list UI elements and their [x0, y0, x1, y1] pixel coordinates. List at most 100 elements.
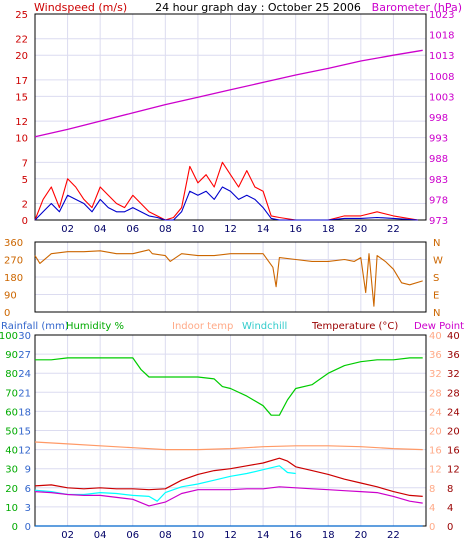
x-tick-label: 02 — [61, 224, 74, 235]
average-windspeed-line — [34, 186, 418, 221]
rainfall-tick-label: 9 — [25, 465, 31, 476]
temperature-tick-label: 8 — [447, 484, 453, 495]
x-tick-label: 14 — [257, 530, 270, 541]
windspeed-tick-label: 25 — [15, 10, 28, 21]
x-tick-label: 02 — [61, 530, 74, 541]
x-tick-label: 14 — [257, 224, 270, 235]
compass-tick-label: E — [433, 291, 439, 302]
humidity-tick-label: 10 — [5, 503, 18, 514]
windspeed-tick-label: 10 — [15, 134, 28, 145]
humidity-tick-label: 100 — [0, 331, 18, 342]
indoor-temp-tick-label: 36 — [429, 350, 442, 361]
humidity-tick-label: 70 — [5, 388, 18, 399]
temperature-line — [34, 457, 423, 497]
barometer-line — [34, 49, 423, 138]
compass-tick-label: N — [433, 238, 440, 249]
compass-tick-label: S — [433, 273, 439, 284]
barometer-tick-label: 973 — [429, 216, 448, 227]
windspeed-tick-label: 0 — [22, 216, 28, 227]
windspeed-tick-label: 20 — [15, 51, 28, 62]
x-tick-label: 16 — [289, 224, 302, 235]
x-tick-label: 10 — [192, 530, 205, 541]
rainfall-tick-label: 15 — [18, 427, 31, 438]
temperature-tick-label: 12 — [447, 465, 460, 476]
rainfall-axis-label: Rainfall (mm) — [1, 321, 69, 332]
windspeed-tick-label: 7 — [22, 158, 28, 169]
temperature-tick-label: 32 — [447, 369, 460, 380]
barometer-tick-label: 1013 — [429, 51, 454, 62]
x-tick-label: 18 — [322, 224, 335, 235]
windspeed-tick-label: 5 — [22, 175, 28, 186]
barometer-tick-label: 988 — [429, 154, 448, 165]
barometer-axis-label: Barometer (hPa) — [372, 1, 462, 14]
indoor-temp-line — [34, 441, 423, 451]
indoor-temp-tick-label: 24 — [429, 407, 442, 418]
temperature-tick-label: 40 — [447, 331, 460, 342]
barometer-tick-label: 978 — [429, 195, 448, 206]
temperature-tick-label: 16 — [447, 446, 460, 457]
x-tick-label: 06 — [126, 530, 139, 541]
indoor-temp-tick-label: 20 — [429, 427, 442, 438]
barometer-tick-label: 1023 — [429, 10, 454, 21]
direction-tick-label: 0 — [4, 308, 10, 319]
indoor-temp-tick-label: 28 — [429, 388, 442, 399]
barometer-tick-label: 983 — [429, 175, 448, 186]
rainfall-tick-label: 24 — [18, 369, 31, 380]
direction-tick-label: 90 — [4, 291, 17, 302]
humidity-tick-label: 20 — [5, 484, 18, 495]
direction-tick-label: 270 — [4, 256, 23, 267]
rainfall-tick-label: 27 — [18, 350, 31, 361]
x-tick-label: 20 — [354, 530, 367, 541]
barometer-tick-label: 998 — [429, 113, 448, 124]
x-tick-label: 12 — [224, 224, 237, 235]
humidity-tick-label: 30 — [5, 465, 18, 476]
windspeed-tick-label: 2 — [22, 200, 28, 211]
humidity-tick-label: 50 — [5, 427, 18, 438]
windspeed-tick-label: 22 — [15, 35, 28, 46]
rainfall-tick-label: 3 — [25, 503, 31, 514]
windspeed-axis-label: Windspeed (m/s) — [34, 1, 127, 14]
windspeed-tick-label: 17 — [15, 76, 28, 87]
indoor-temp-tick-label: 16 — [429, 446, 442, 457]
barometer-tick-label: 1003 — [429, 92, 454, 103]
x-tick-label: 04 — [94, 224, 107, 235]
x-tick-label: 06 — [126, 224, 139, 235]
humidity-tick-label: 80 — [5, 369, 18, 380]
humidity-tick-label: 90 — [5, 350, 18, 361]
direction-tick-label: 360 — [4, 238, 23, 249]
x-tick-label: 18 — [322, 530, 335, 541]
x-tick-label: 12 — [224, 530, 237, 541]
indoor-temp-tick-label: 8 — [429, 484, 435, 495]
windspeed-tick-label: 12 — [15, 117, 28, 128]
rainfall-tick-label: 18 — [18, 407, 31, 418]
barometer-tick-label: 1008 — [429, 72, 454, 83]
temperature-tick-label: 4 — [447, 503, 453, 514]
panel-frame — [34, 241, 427, 313]
rainfall-tick-label: 6 — [25, 484, 31, 495]
rainfall-tick-label: 30 — [18, 331, 31, 342]
x-tick-label: 22 — [387, 224, 400, 235]
compass-tick-label: N — [433, 308, 440, 319]
indoor-temp-tick-label: 12 — [429, 465, 442, 476]
x-tick-label: 04 — [94, 530, 107, 541]
x-tick-label: 20 — [354, 224, 367, 235]
rainfall-tick-label: 0 — [25, 522, 31, 533]
compass-tick-label: W — [433, 256, 443, 267]
dewpoint-axis-label: Dew Point — [414, 321, 464, 332]
x-tick-label: 10 — [192, 224, 205, 235]
chart-title: 24 hour graph day : October 25 2006 — [155, 1, 361, 14]
rainfall-tick-label: 12 — [18, 446, 31, 457]
temperature-axis-label: Temperature (°C) — [311, 321, 398, 332]
barometer-tick-label: 993 — [429, 134, 448, 145]
temperature-tick-label: 24 — [447, 407, 460, 418]
windspeed-tick-label: 15 — [15, 92, 28, 103]
dewpoint-line — [34, 486, 423, 507]
x-tick-label: 08 — [159, 224, 172, 235]
data-series — [34, 49, 423, 527]
x-tick-label: 22 — [387, 530, 400, 541]
humidity-tick-label: 0 — [12, 522, 18, 533]
temperature-tick-label: 20 — [447, 427, 460, 438]
humidity-tick-label: 40 — [5, 446, 18, 457]
